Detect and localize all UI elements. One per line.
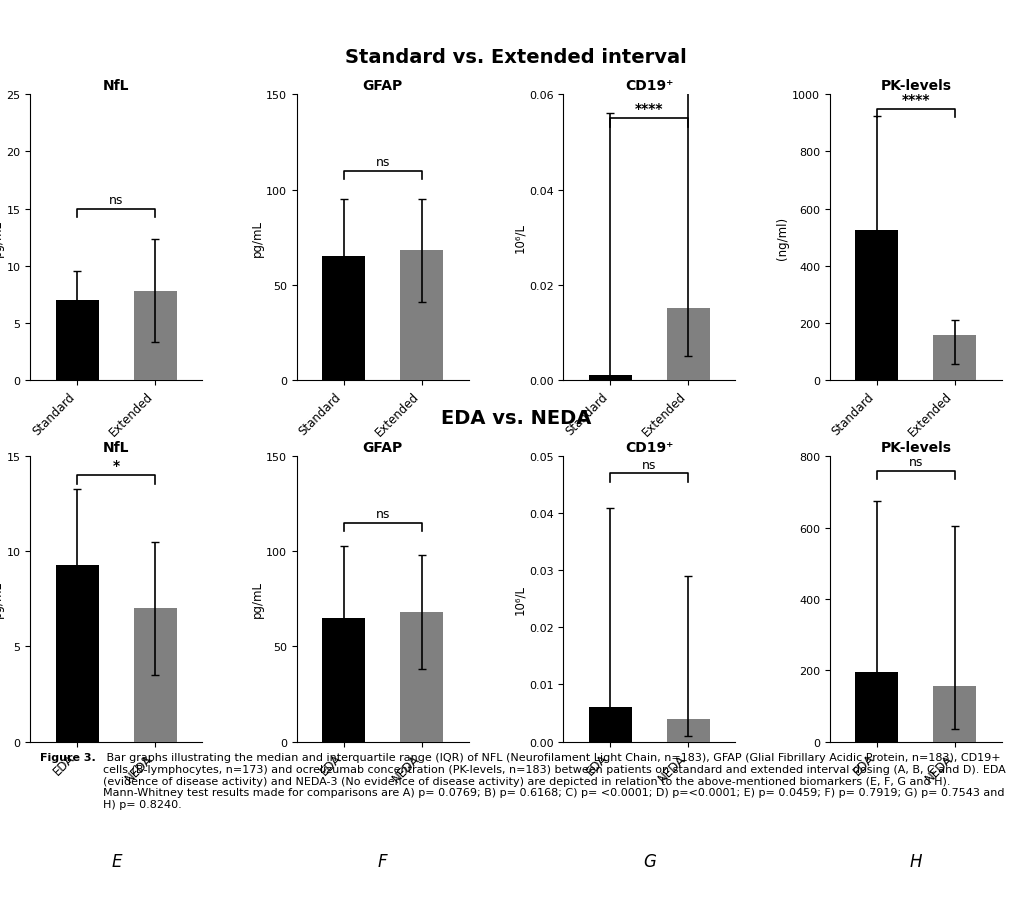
Text: ns: ns [642, 458, 656, 471]
Text: EDA vs. NEDA: EDA vs. NEDA [441, 409, 590, 428]
Text: ns: ns [375, 507, 389, 520]
Bar [133, 609, 177, 741]
Bar [932, 336, 976, 380]
Text: D: D [909, 491, 921, 509]
Bar [133, 292, 177, 380]
Bar [588, 376, 631, 380]
Text: G: G [642, 852, 655, 870]
Y-axis label: (ng/ml): (ng/ml) [775, 216, 789, 259]
Title: NfL: NfL [103, 441, 129, 454]
Text: ****: **** [901, 93, 929, 107]
Title: NfL: NfL [103, 79, 129, 93]
Text: H: H [909, 852, 921, 870]
Text: B: B [377, 491, 388, 509]
Title: PK-levels: PK-levels [880, 441, 950, 454]
Bar [56, 301, 99, 380]
Bar [400, 251, 443, 380]
Bar [932, 686, 976, 741]
Title: GFAP: GFAP [362, 79, 402, 93]
Text: E: E [111, 852, 121, 870]
Bar [588, 708, 631, 741]
Y-axis label: pg/mL: pg/mL [0, 581, 4, 618]
Text: ns: ns [908, 455, 922, 468]
Bar [854, 230, 898, 380]
Bar [321, 619, 365, 741]
Text: C: C [643, 491, 654, 509]
Text: *: * [112, 459, 119, 473]
Y-axis label: 10⁶/L: 10⁶/L [513, 223, 526, 253]
Y-axis label: pg/mL: pg/mL [250, 581, 263, 618]
Bar [321, 256, 365, 380]
Title: CD19⁺: CD19⁺ [625, 441, 673, 454]
Y-axis label: pg/mL: pg/mL [250, 219, 263, 256]
Text: Figure 3.: Figure 3. [40, 753, 96, 763]
Text: ****: **** [635, 102, 663, 116]
Y-axis label: 10⁶/L: 10⁶/L [513, 584, 526, 614]
Title: CD19⁺: CD19⁺ [625, 79, 673, 93]
Bar [666, 719, 710, 741]
Bar [56, 565, 99, 741]
Text: F: F [378, 852, 387, 870]
Text: Bar graphs illustrating the median and interquartile range (IQR) of NFL (Neurofi: Bar graphs illustrating the median and i… [103, 753, 1005, 809]
Title: GFAP: GFAP [362, 441, 402, 454]
Text: A: A [110, 491, 122, 509]
Bar [666, 309, 710, 380]
Bar [400, 612, 443, 741]
Y-axis label: pg/mL: pg/mL [0, 219, 4, 256]
Bar [854, 672, 898, 741]
Text: Standard vs. Extended interval: Standard vs. Extended interval [345, 48, 686, 67]
Title: PK-levels: PK-levels [880, 79, 950, 93]
Text: ns: ns [109, 193, 123, 207]
Text: ns: ns [375, 155, 389, 169]
